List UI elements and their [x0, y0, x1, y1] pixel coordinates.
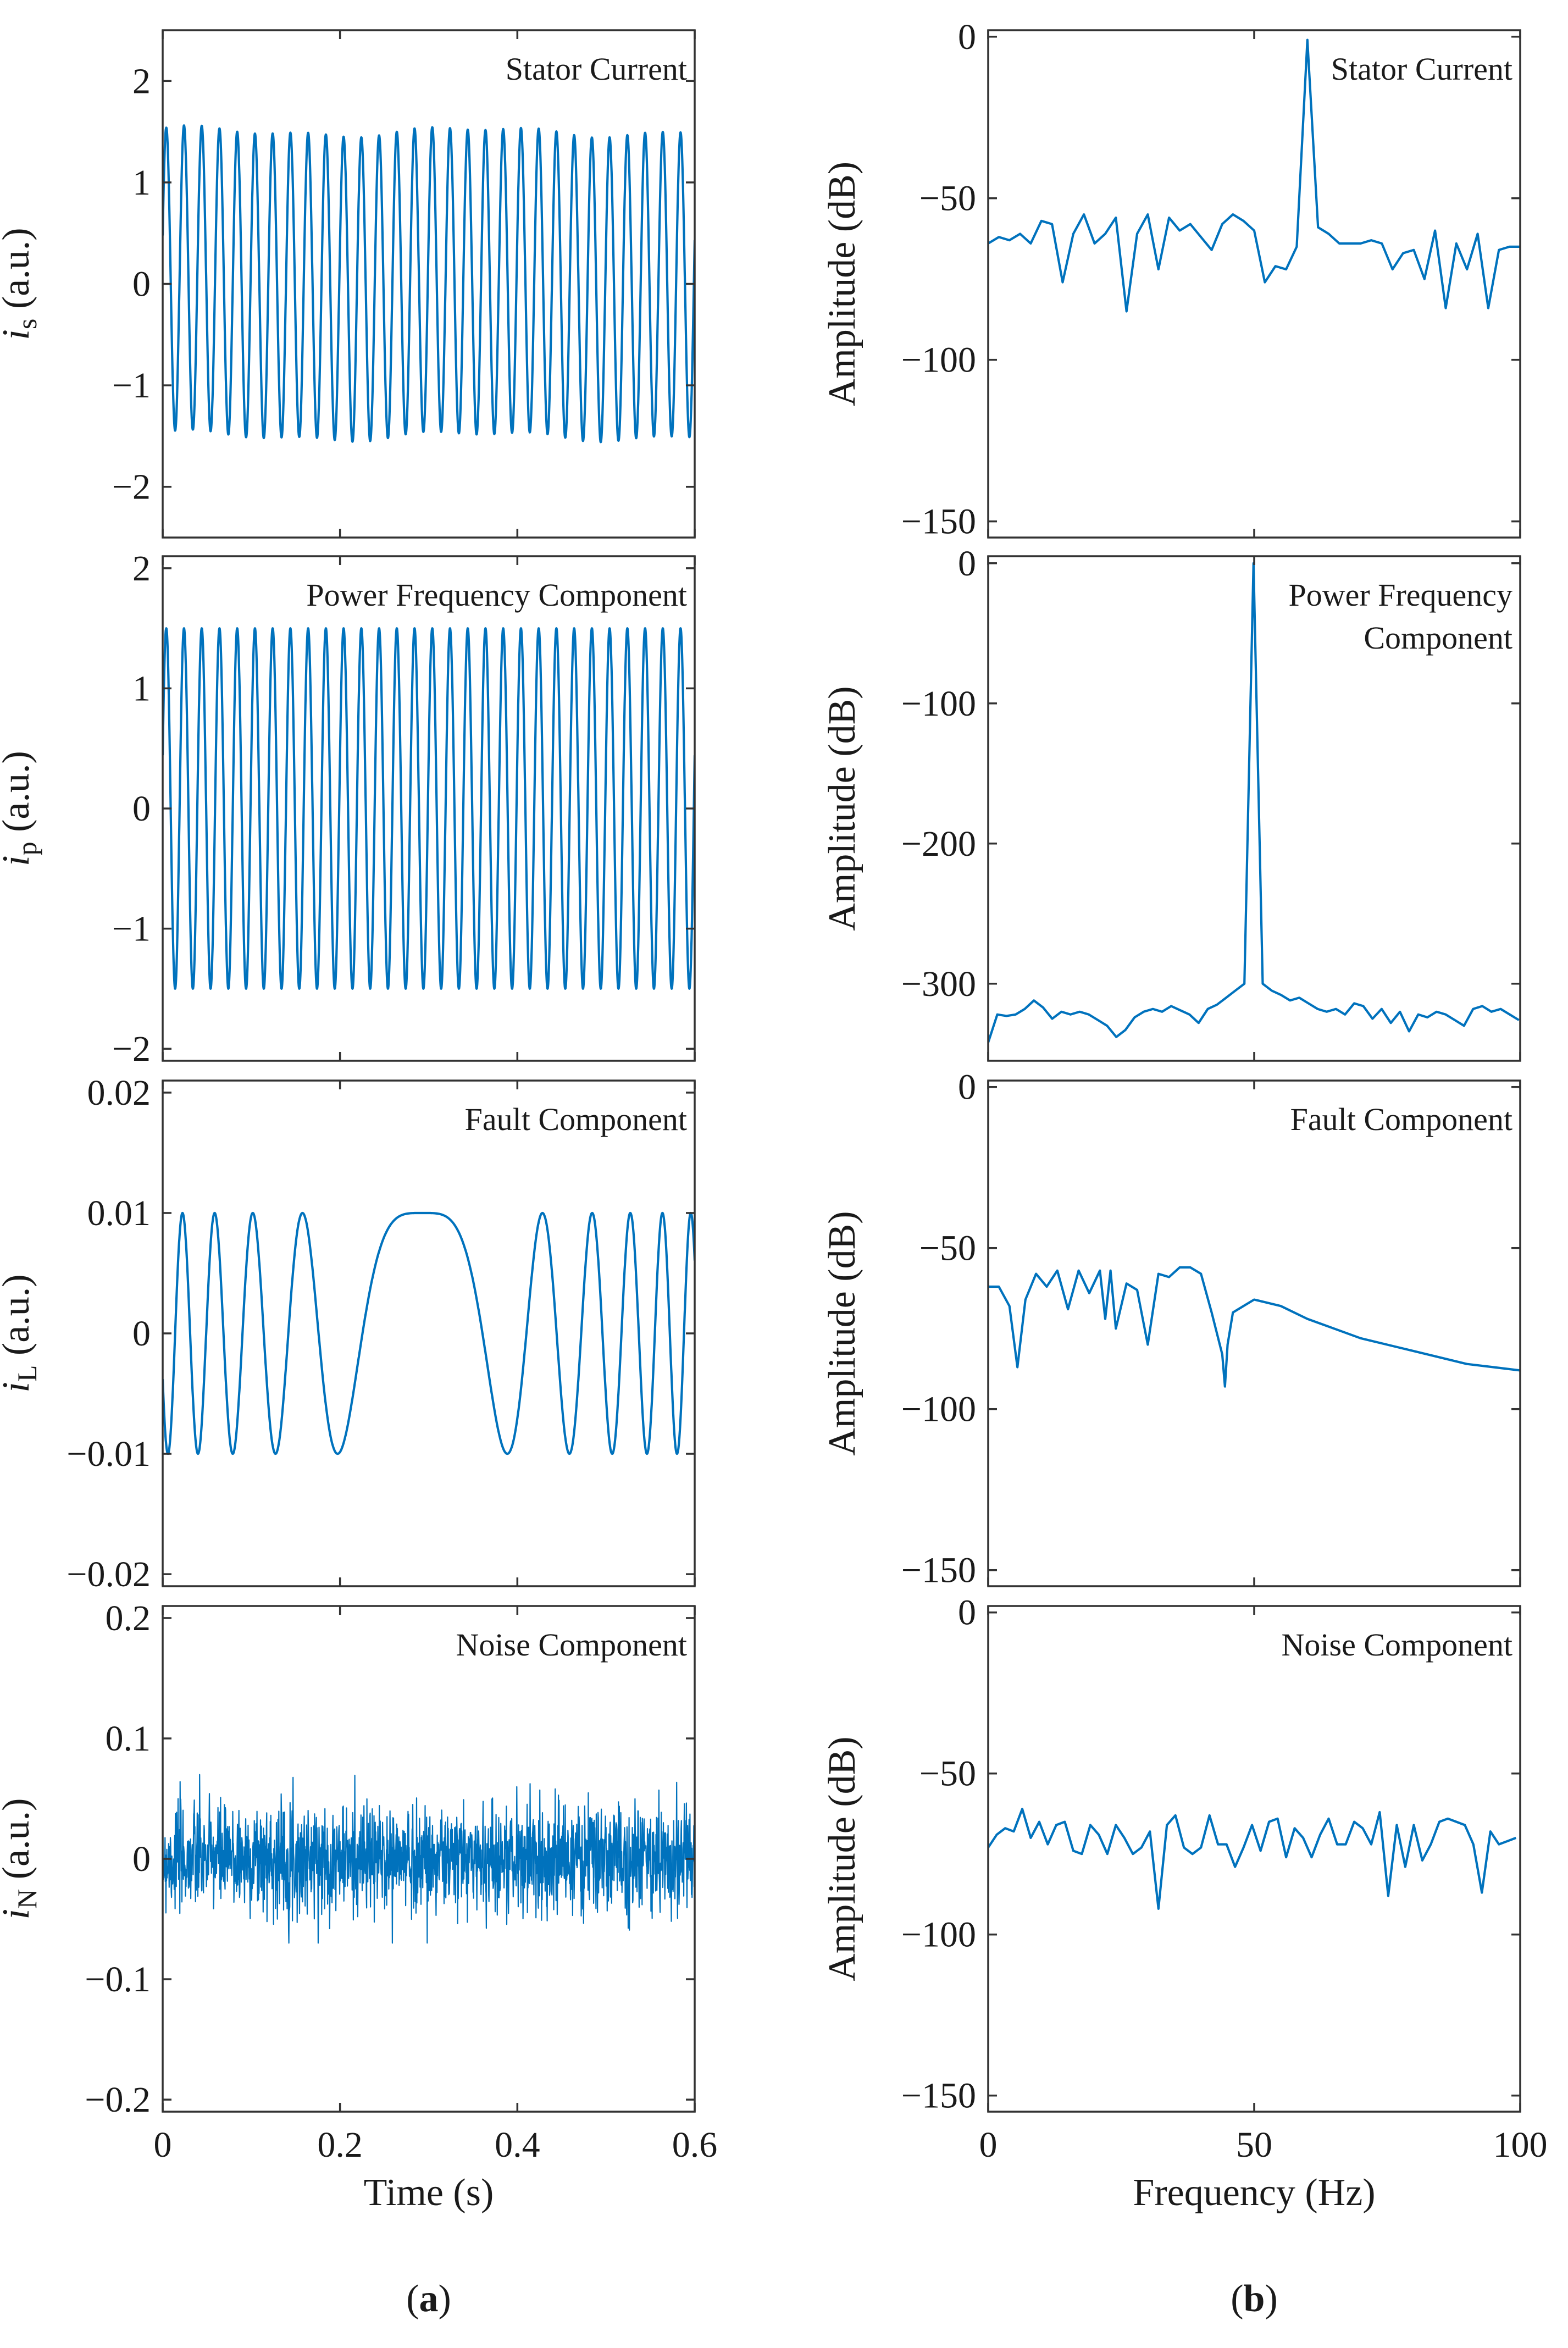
series-line-ts2	[163, 627, 695, 990]
panel-ts4: −0.2 −0.1 0 0.1 0.2 0 0.2 0.4 0.6 Time (s) Noise C…	[0, 1598, 717, 2214]
ytick-label: −1	[112, 366, 151, 406]
panel-title: Fault Component	[1290, 1101, 1512, 1137]
ytick-label: −200	[901, 824, 976, 864]
ytick-label: −0.2	[85, 2080, 151, 2120]
xtick-label: 0.2	[317, 2125, 363, 2165]
xtick-label: 0	[979, 2125, 998, 2165]
panel-title-line: Power Frequency	[1288, 577, 1512, 613]
ylabel-symbol: i	[0, 1909, 37, 1919]
ytick-label: 0	[132, 1839, 151, 1879]
ytick-label: −1	[112, 909, 151, 949]
y-axis-label: iN (a.u.)	[0, 1798, 42, 1920]
panel-title: Stator Current	[1331, 51, 1512, 87]
ytick-label: −50	[919, 1754, 976, 1794]
ytick-label: −100	[901, 1389, 976, 1430]
panel-sp4: −150 −100 −50 0 0 50 100 Frequency (Hz) Noise Co…	[821, 1593, 1548, 2214]
ytick-label: −100	[901, 1915, 976, 1955]
ylabel-unit: (a.u.)	[0, 1274, 37, 1365]
caption-a: (a)	[406, 2278, 451, 2320]
y-axis-label: Amplitude (dB)	[821, 162, 863, 406]
ylabel-unit: (a.u.)	[0, 751, 37, 841]
ytick-label: −0.02	[67, 1554, 151, 1594]
xtick-label: 0	[154, 2125, 172, 2165]
ytick-label: 2	[132, 549, 151, 589]
ylabel-symbol: i	[0, 1382, 37, 1392]
x-axis-label: Frequency (Hz)	[1133, 2172, 1375, 2214]
ytick-label: −150	[901, 502, 976, 542]
series-line-sp4	[988, 1808, 1517, 1910]
ytick-label: 1	[132, 163, 151, 203]
x-axis-label: Time (s)	[364, 2172, 494, 2214]
ytick-label: −300	[901, 964, 976, 1004]
plot-frame-sp4	[987, 1605, 1521, 2113]
ytick-label: −0.1	[85, 1959, 151, 2000]
y-axis-label: Amplitude (dB)	[821, 1211, 863, 1455]
caption-b-letter: b	[1244, 2278, 1265, 2320]
ytick-label: 0.1	[106, 1719, 151, 1759]
caption-b: (b)	[1231, 2278, 1278, 2320]
y-axis-label: is (a.u.)	[0, 228, 42, 340]
panel-sp3: −150 −100 −50 0 Fault Component Amplitude (dB…	[821, 1067, 1521, 1591]
plot-frame-sp3	[987, 1079, 1521, 1587]
ytick-label: 0	[958, 544, 976, 584]
ytick-label: 0.01	[87, 1193, 151, 1233]
xtick-label: 50	[1236, 2125, 1272, 2165]
panel-title: Stator Current	[506, 51, 687, 87]
ytick-label: −50	[919, 179, 976, 219]
ytick-label: 1	[132, 668, 151, 708]
series-line-ts1	[163, 124, 695, 444]
series-line-ts4	[163, 1774, 695, 1944]
panel-ts1: −2 −1 0 1 2 Stator Current is (a.u.)	[0, 29, 696, 539]
xtick-label: 0.6	[672, 2125, 718, 2165]
ytick-label: 0	[958, 1593, 976, 1633]
ytick-label: −150	[901, 1550, 976, 1591]
plot-frame-sp1	[987, 29, 1521, 539]
ytick-label: 0	[132, 264, 151, 304]
xtick-label: 100	[1493, 2125, 1548, 2165]
ylabel-subscript: N	[12, 1889, 42, 1909]
y-axis-label: Amplitude (dB)	[821, 686, 863, 931]
caption-a-letter: a	[419, 2278, 439, 2320]
ylabel-symbol: i	[0, 329, 37, 340]
ylabel-symbol: i	[0, 855, 37, 866]
panel-title: Noise Component	[456, 1627, 687, 1663]
ytick-label: 0	[958, 17, 976, 57]
ytick-label: −50	[919, 1228, 976, 1269]
ytick-label: −2	[112, 467, 151, 507]
ytick-label: 0.2	[106, 1598, 151, 1638]
series-line-ts3	[163, 1211, 695, 1455]
ytick-label: −0.01	[67, 1434, 151, 1474]
y-axis-label: iL (a.u.)	[0, 1274, 42, 1392]
ytick-label: 0	[958, 1067, 976, 1107]
y-axis-label: ip (a.u.)	[0, 751, 42, 866]
ytick-label: 0.02	[87, 1073, 151, 1113]
y-axis-label: Amplitude (dB)	[821, 1736, 863, 1981]
ylabel-subscript: s	[12, 319, 42, 329]
ytick-label: −100	[901, 684, 976, 724]
panel-ts3: −0.02 −0.01 0 0.01 0.02 Fault Component iL (a.…	[0, 1073, 696, 1594]
series-line-sp1	[988, 38, 1520, 313]
ylabel-subscript: L	[12, 1365, 42, 1382]
panel-ts2: −2 −1 0 1 2 Power Frequency Component ip (a.u.…	[0, 549, 696, 1069]
xtick-label: 0.4	[495, 2125, 540, 2165]
ytick-label: 0	[132, 1314, 151, 1354]
ytick-label: 0	[132, 789, 151, 829]
ytick-label: −2	[112, 1029, 151, 1069]
panel-title: Noise Component	[1282, 1627, 1512, 1663]
panel-title: Power Frequency Component	[306, 577, 687, 613]
ytick-label: 2	[132, 61, 151, 101]
ytick-label: −100	[901, 340, 976, 380]
panel-sp1: −150 −100 −50 0 Stator Current Amplitude (dB)	[821, 17, 1521, 542]
panel-sp2: −300 −200 −100 0 Power Frequency Component Amp…	[821, 544, 1521, 1062]
ylabel-subscript: p	[12, 841, 42, 855]
ylabel-unit: (a.u.)	[0, 1798, 37, 1889]
ylabel-unit: (a.u.)	[0, 228, 37, 318]
panel-title: Fault Component	[465, 1101, 687, 1137]
panel-title-line: Component	[1364, 620, 1512, 656]
ytick-label: −150	[901, 2076, 976, 2116]
series-line-sp3	[988, 1266, 1520, 1388]
